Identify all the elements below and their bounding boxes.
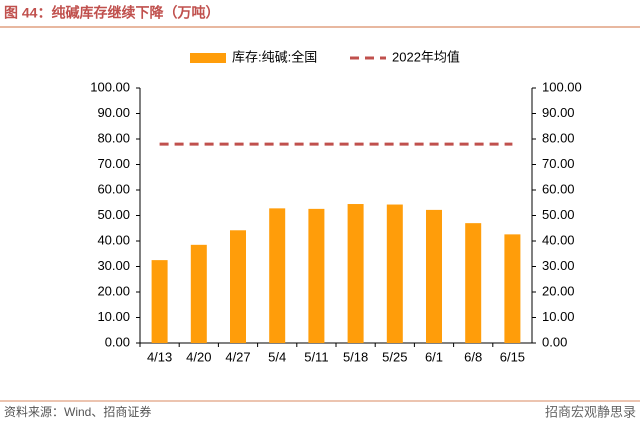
bar (347, 204, 364, 343)
y-tick-label: 80.00 (97, 130, 130, 145)
y-tick-label: 60.00 (97, 181, 130, 196)
bar (308, 208, 325, 343)
y2-tick-label: 70.00 (542, 156, 575, 171)
x-tick-label: 4/27 (225, 349, 250, 364)
y2-tick-label: 0.00 (542, 334, 567, 349)
bar (465, 223, 482, 343)
x-tick-label: 5/25 (382, 349, 407, 364)
source: 资料来源：Wind、招商证券 (4, 404, 151, 419)
legend-swatch (190, 53, 226, 63)
y-tick-label: 30.00 (97, 258, 130, 273)
x-tick-label: 6/8 (464, 349, 482, 364)
legend-label: 库存:纯碱:全国 (232, 49, 317, 64)
y-tick-label: 50.00 (97, 207, 130, 222)
y2-tick-label: 50.00 (542, 207, 575, 222)
bar (269, 208, 286, 343)
y2-tick-label: 30.00 (542, 258, 575, 273)
chart-title: 图 44：纯碱库存继续下降（万吨） (4, 5, 219, 21)
y2-tick-label: 80.00 (542, 130, 575, 145)
y-tick-label: 100.00 (90, 79, 130, 94)
bar (151, 260, 168, 343)
y2-tick-label: 40.00 (542, 232, 575, 247)
y2-tick-label: 60.00 (542, 181, 575, 196)
y-tick-label: 90.00 (97, 105, 130, 120)
x-tick-label: 6/15 (500, 349, 525, 364)
bar (504, 234, 521, 343)
y2-tick-label: 10.00 (542, 309, 575, 324)
x-tick-label: 5/18 (343, 349, 368, 364)
y2-tick-label: 100.00 (542, 79, 582, 94)
bar (386, 204, 403, 343)
y2-tick-label: 90.00 (542, 105, 575, 120)
x-tick-label: 4/20 (186, 349, 211, 364)
watermark: 招商宏观静思录 (545, 404, 636, 419)
x-tick-label: 6/1 (425, 349, 443, 364)
bar (426, 209, 442, 343)
bar (230, 230, 246, 343)
x-tick-label: 5/4 (268, 349, 286, 364)
x-tick-label: 5/11 (304, 349, 328, 364)
x-tick-label: 4/13 (147, 349, 172, 364)
legend-label: 2022年均值 (392, 49, 460, 64)
y2-tick-label: 20.00 (542, 283, 575, 298)
y-tick-label: 70.00 (97, 156, 130, 171)
bar (190, 244, 207, 343)
y-tick-label: 20.00 (97, 283, 130, 298)
y-tick-label: 10.00 (97, 309, 130, 324)
y-tick-label: 0.00 (105, 334, 130, 349)
y-tick-label: 40.00 (97, 232, 130, 247)
